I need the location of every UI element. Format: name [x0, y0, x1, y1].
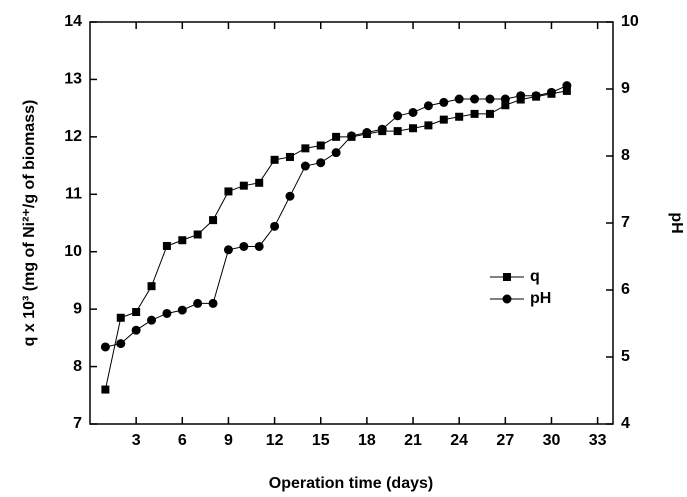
marker [502, 294, 512, 304]
marker [439, 97, 449, 107]
y-tick-label: 11 [65, 186, 82, 203]
marker [423, 101, 433, 111]
y-tick-label: 14 [64, 13, 82, 30]
y-tick-label: 13 [64, 71, 82, 88]
marker [285, 191, 295, 201]
marker [393, 111, 403, 121]
marker [439, 115, 448, 124]
y2-tick-label: 9 [621, 80, 630, 97]
y2-tick-label: 5 [621, 348, 630, 365]
marker [208, 298, 218, 308]
marker [393, 127, 402, 136]
marker [254, 241, 264, 251]
marker [470, 109, 479, 118]
marker [101, 385, 110, 394]
marker [223, 245, 233, 255]
x-tick-label: 21 [404, 432, 422, 449]
y-tick-label: 9 [73, 300, 82, 317]
marker [193, 298, 203, 308]
legend-label: q [530, 268, 540, 285]
marker [285, 152, 294, 161]
y-tick-label: 8 [73, 358, 82, 375]
y-tick-label: 10 [64, 243, 82, 260]
marker [239, 181, 248, 190]
marker [116, 313, 125, 322]
marker [562, 86, 571, 95]
marker [485, 109, 494, 118]
marker [301, 144, 310, 153]
x-axis-title: Operation time (days) [269, 475, 433, 492]
marker [409, 124, 418, 133]
x-tick-label: 30 [543, 432, 561, 449]
y2-tick-label: 10 [621, 13, 639, 30]
x-tick-label: 15 [312, 432, 330, 449]
marker [454, 94, 464, 104]
marker [131, 325, 141, 335]
x-tick-label: 33 [589, 432, 607, 449]
marker [455, 112, 464, 121]
y2-axis-title: pH [668, 212, 685, 233]
marker [147, 315, 157, 325]
x-tick-label: 9 [224, 432, 233, 449]
y2-tick-label: 6 [621, 281, 630, 298]
marker [224, 187, 233, 196]
marker [162, 241, 171, 250]
plot-frame [89, 21, 614, 425]
y-tick-label: 7 [73, 415, 82, 432]
marker [377, 124, 387, 134]
marker [501, 101, 510, 110]
marker [209, 216, 218, 225]
y-axis-title: q x 10³ (mg of Ni²⁺/g of biomass) [21, 100, 38, 347]
marker [100, 342, 110, 352]
marker [316, 158, 326, 168]
marker [546, 87, 556, 97]
y2-tick-label: 7 [621, 214, 630, 231]
marker [270, 155, 279, 164]
series-line [105, 85, 568, 348]
marker [531, 91, 541, 101]
marker [500, 94, 510, 104]
marker [255, 178, 264, 187]
marker [316, 141, 325, 150]
marker [562, 81, 572, 91]
marker [193, 230, 202, 239]
y2-tick-label: 4 [621, 415, 630, 432]
x-tick-label: 18 [358, 432, 376, 449]
marker [177, 305, 187, 315]
marker [116, 339, 126, 349]
x-tick-label: 6 [178, 432, 187, 449]
x-tick-label: 27 [496, 432, 514, 449]
marker [362, 128, 372, 138]
marker [162, 308, 172, 318]
x-tick-label: 3 [132, 432, 141, 449]
marker [485, 94, 495, 104]
x-tick-label: 12 [266, 432, 284, 449]
x-tick-label: 24 [450, 432, 468, 449]
marker [132, 308, 141, 317]
marker [408, 107, 418, 117]
legend-label: pH [530, 290, 551, 307]
marker [332, 132, 341, 141]
marker [503, 273, 511, 281]
marker [239, 241, 249, 251]
marker [516, 91, 526, 101]
marker [347, 131, 356, 141]
y2-tick-label: 8 [621, 147, 630, 164]
marker [331, 148, 341, 158]
marker [300, 161, 310, 171]
marker [147, 282, 156, 291]
marker [470, 94, 480, 104]
marker [178, 236, 187, 245]
marker [424, 121, 433, 130]
marker [270, 221, 280, 231]
y-tick-label: 12 [64, 128, 82, 145]
